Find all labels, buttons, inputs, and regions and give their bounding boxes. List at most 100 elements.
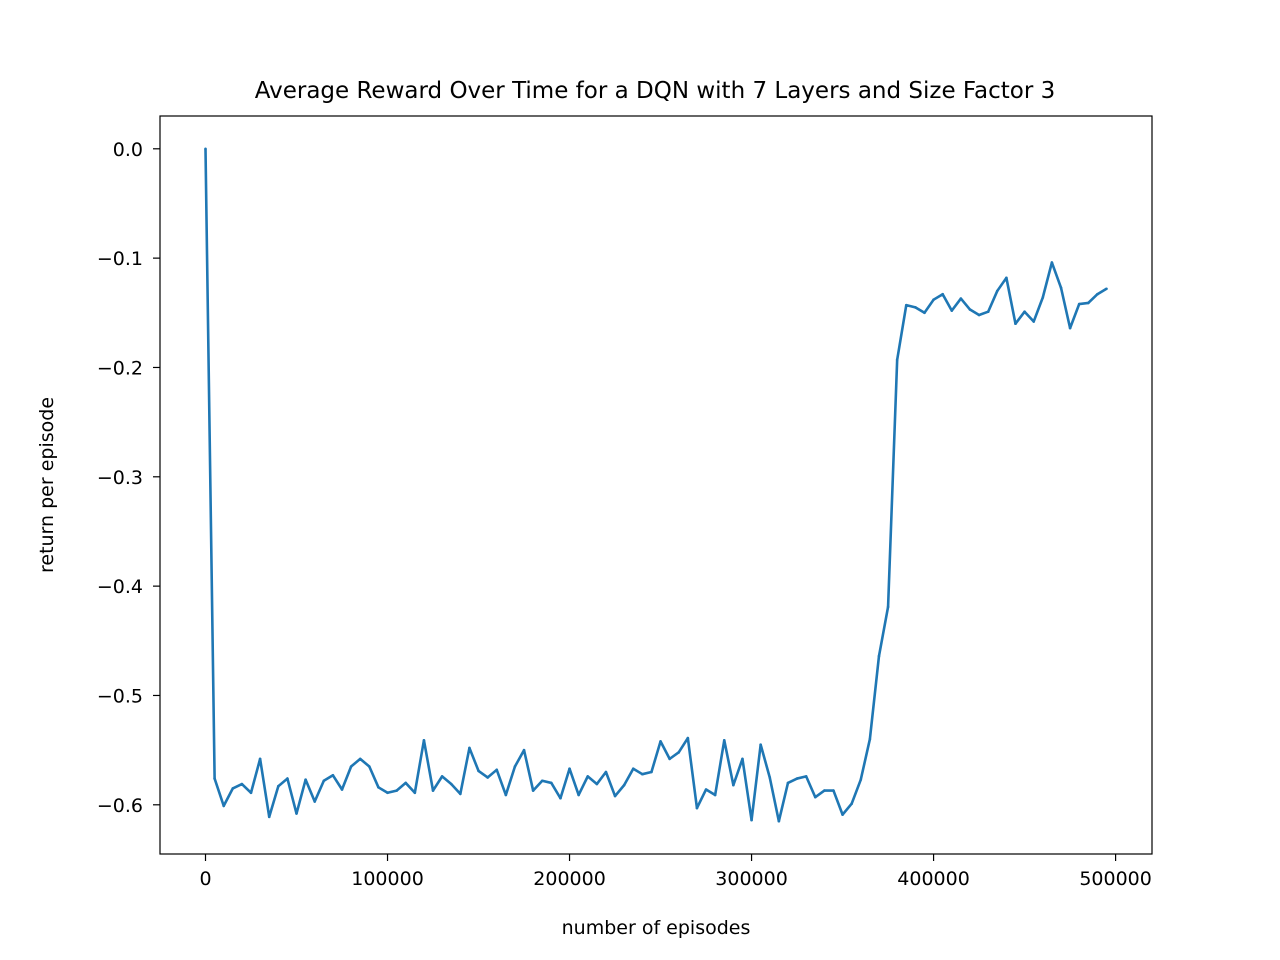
- data-point: [868, 737, 872, 741]
- data-point: [468, 746, 471, 750]
- data-point: [823, 789, 826, 792]
- x-axis: 0 100000 200000 300000 400000 500000: [199, 854, 1152, 890]
- data-point: [841, 813, 844, 816]
- data-point: [377, 786, 380, 789]
- x-tick-label: 100000: [351, 868, 424, 890]
- data-point: [486, 776, 489, 779]
- data-point: [759, 743, 762, 746]
- data-point: [977, 313, 981, 317]
- y-tick-label: −0.1: [97, 248, 143, 270]
- y-tick-label: −0.5: [97, 685, 143, 707]
- data-point: [886, 605, 890, 609]
- data-point: [495, 768, 499, 772]
- data-point: [704, 788, 708, 791]
- data-point: [904, 303, 908, 307]
- data-point: [986, 310, 990, 314]
- data-point: [322, 779, 326, 783]
- y-axis-label: return per episode: [36, 397, 58, 573]
- data-point: [950, 309, 954, 312]
- data-point: [631, 767, 635, 771]
- data-point: [386, 791, 389, 795]
- data-point: [1014, 322, 1017, 326]
- data-point: [1059, 286, 1063, 289]
- data-point: [941, 292, 944, 296]
- data-point: [777, 819, 781, 823]
- data-point: [750, 818, 753, 822]
- data-point: [449, 782, 453, 786]
- x-tick-label: 400000: [897, 868, 970, 890]
- data-point: [586, 775, 590, 778]
- data-point: [604, 770, 608, 774]
- data-point: [531, 789, 535, 792]
- data-point: [877, 654, 881, 658]
- data-point: [1105, 287, 1108, 291]
- data-point: [741, 757, 744, 761]
- data-point: [859, 778, 863, 781]
- data-point: [1068, 326, 1072, 330]
- data-point: [431, 789, 435, 792]
- data-point: [795, 777, 799, 780]
- data-point: [422, 738, 426, 742]
- y-tick-label: 0.0: [113, 139, 143, 161]
- x-tick-label: 500000: [1079, 868, 1152, 890]
- data-point: [959, 297, 963, 300]
- data-point: [923, 311, 926, 315]
- y-tick-label: −0.4: [97, 576, 143, 598]
- data-point: [968, 308, 972, 311]
- data-point: [1032, 320, 1035, 323]
- data-point: [595, 782, 599, 786]
- data-point: [995, 289, 999, 293]
- y-tick-label: −0.6: [97, 795, 143, 817]
- data-point: [477, 769, 480, 773]
- data-point: [349, 765, 353, 768]
- data-point: [404, 781, 408, 785]
- data-point: [540, 779, 544, 783]
- series-points: [204, 147, 1108, 823]
- data-point: [313, 800, 317, 803]
- data-point: [413, 791, 417, 795]
- data-point: [804, 775, 808, 778]
- data-point: [1041, 296, 1045, 299]
- data-point: [722, 738, 726, 742]
- data-point: [668, 757, 671, 761]
- data-point: [249, 791, 253, 795]
- data-point: [686, 736, 690, 740]
- data-point: [504, 793, 508, 797]
- data-point: [641, 772, 644, 776]
- data-point: [914, 306, 917, 309]
- data-point: [768, 776, 772, 779]
- data-point: [522, 748, 526, 752]
- data-point: [295, 812, 298, 815]
- data-point: [459, 792, 462, 796]
- data-point: [622, 783, 626, 787]
- series-line: [204, 148, 1108, 823]
- data-point: [1050, 261, 1054, 264]
- data-point: [204, 147, 207, 151]
- data-point: [277, 784, 280, 788]
- y-axis: 0.0 −0.1 −0.2 −0.3 −0.4 −0.5 −0.6: [97, 139, 160, 817]
- data-point: [258, 757, 262, 761]
- data-point: [222, 804, 226, 808]
- data-point: [1086, 301, 1090, 305]
- data-point: [732, 783, 735, 787]
- data-point: [832, 789, 835, 792]
- data-point: [358, 757, 362, 761]
- data-point: [513, 765, 517, 768]
- data-point: [713, 793, 717, 797]
- data-point: [267, 815, 271, 819]
- data-point: [331, 773, 335, 777]
- y-tick-label: −0.3: [97, 467, 143, 489]
- data-point: [895, 358, 899, 362]
- data-point: [240, 782, 244, 786]
- data-point: [550, 781, 553, 785]
- data-point: [677, 751, 681, 754]
- data-point: [304, 778, 307, 781]
- data-point: [813, 795, 817, 799]
- data-point: [1005, 276, 1008, 280]
- data-point: [650, 770, 653, 774]
- data-point: [850, 802, 853, 806]
- x-tick-label: 200000: [533, 868, 606, 890]
- data-point: [613, 794, 617, 798]
- plot-area-frame: [159, 115, 1153, 855]
